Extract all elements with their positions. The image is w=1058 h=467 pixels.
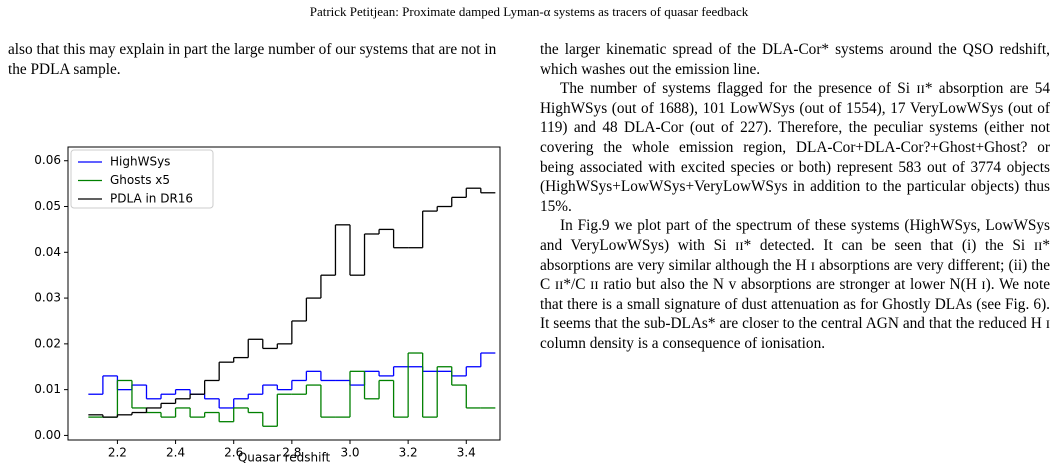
x-axis-label: Quasar redshift xyxy=(238,451,331,465)
paragraph: the larger kinematic spread of the DLA-C… xyxy=(540,41,1050,78)
x-tick-label: 3.4 xyxy=(457,446,476,460)
x-tick-label: 2.8 xyxy=(282,446,301,460)
x-tick-label: 3.0 xyxy=(340,446,359,460)
running-header: Patrick Petitjean: Proximate damped Lyma… xyxy=(309,4,749,19)
y-tick-label: 0.01 xyxy=(34,382,61,396)
x-tick-label: 3.2 xyxy=(399,446,418,460)
y-tick-label: 0.02 xyxy=(34,336,61,350)
y-tick-label: 0.05 xyxy=(34,199,61,213)
legend-label: Ghosts x5 xyxy=(110,173,170,187)
axes-frame xyxy=(67,146,501,441)
legend-label: HighWSys xyxy=(110,155,170,169)
y-tick-label: 0.04 xyxy=(34,245,61,259)
legend-label: PDLA in DR16 xyxy=(110,192,193,206)
paragraph: also that this may explain in part the l… xyxy=(8,41,497,78)
y-tick-label: 0.00 xyxy=(34,428,61,442)
chart: Quasar redshift 0.00 0.01 0.02 0.03 0.04 0.05… xyxy=(34,146,501,465)
x-tick-label: 2.6 xyxy=(224,446,243,460)
y-tick-label: 0.03 xyxy=(34,291,61,305)
x-tick-label: 2.4 xyxy=(166,446,185,460)
x-tick-label: 2.2 xyxy=(108,446,127,460)
paragraph: The number of systems flagged for the pr… xyxy=(540,80,1050,215)
legend-box xyxy=(70,149,214,209)
right-column: the larger kinematic spread of the DLA-C… xyxy=(540,40,1050,354)
y-tick-label: 0.06 xyxy=(34,153,61,167)
paragraph: In Fig.9 we plot part of the spectrum of… xyxy=(540,217,1050,352)
